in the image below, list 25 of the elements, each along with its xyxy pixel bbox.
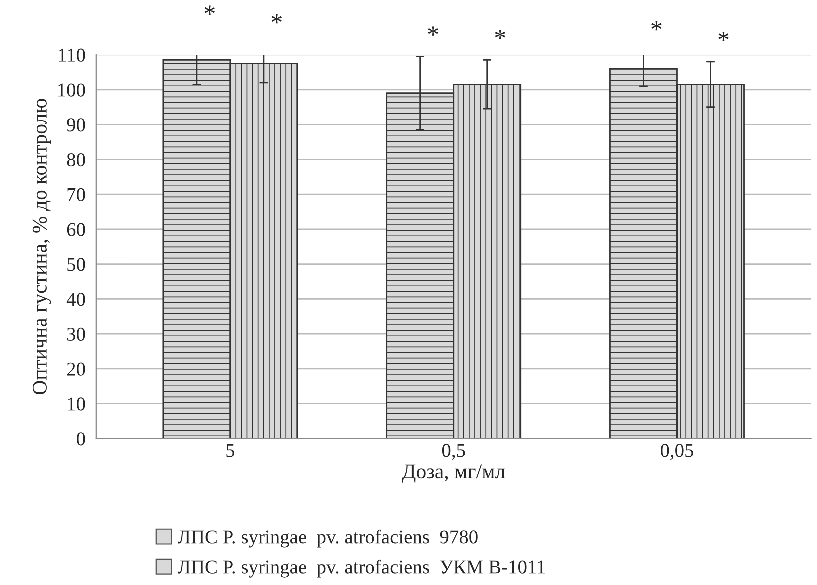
y-tick-label: 20 [67,362,86,376]
y-tick-label: 10 [68,398,86,411]
y-axis-title: Оптична густина, % до контролю [32,99,52,395]
y-tick-label: 60 [67,223,86,236]
y-tick-label: 30 [67,328,86,342]
y-tick-label: 0 [77,432,86,446]
x-tick-label: 5 [226,444,235,458]
y-tick-label: 50 [68,258,86,272]
y-tick-label: 40 [66,293,86,306]
legend-label: ЛПС P. syringae pv. atrofaciens 9780 [178,530,478,548]
x-tick-label: 0,05 [660,444,694,460]
data-label: * [428,26,438,36]
legend-label: ЛПС P. syringae pv. atrofaciens УКМ В-1011 [178,560,546,578]
y-tick-label: 110 [59,48,86,62]
y-tick-label: 80 [67,153,86,167]
data-label: * [652,21,662,31]
y-tick-label: 90 [67,118,86,132]
data-label: * [204,6,215,15]
x-tick-label: 0,5 [442,444,466,460]
x-axis-title: Доза, мг/мл [402,464,506,483]
y-tick-label: 100 [58,84,86,97]
data-label: * [272,14,282,24]
data-label: * [718,32,729,42]
data-label: * [495,30,506,40]
y-tick-label: 70 [68,188,86,202]
